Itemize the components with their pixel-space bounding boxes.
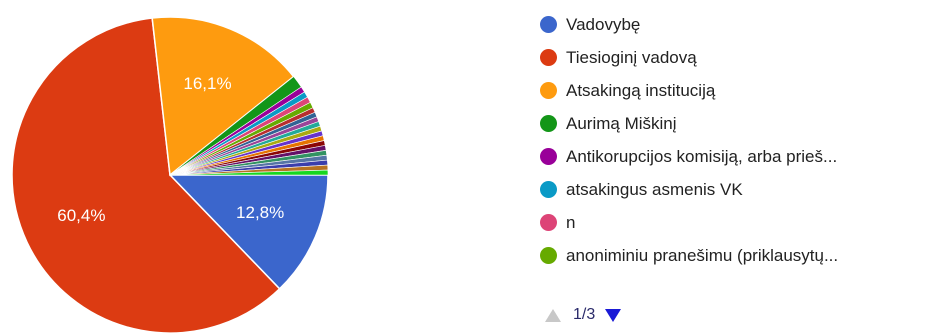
legend-item[interactable]: Tiesioginį vadovą	[540, 41, 838, 74]
legend-item[interactable]: Antikorupcijos komisiją, arba prieš...	[540, 140, 838, 173]
pie-slice[interactable]	[168, 174, 329, 290]
legend-color-dot	[540, 214, 557, 231]
legend-item[interactable]: Atsakingą instituciją	[540, 74, 838, 107]
legend-label: atsakingus asmenis VK	[566, 179, 743, 199]
legend-label: Antikorupcijos komisiją, arba prieš...	[566, 146, 838, 166]
chart-legend: Vadovybę Tiesioginį vadovą Atsakingą insti…	[540, 8, 838, 272]
legend-label: Atsakingą instituciją	[566, 80, 716, 100]
legend-color-dot	[540, 16, 557, 33]
legend-color-dot	[540, 148, 557, 165]
legend-color-dot	[540, 82, 557, 99]
legend-label: Tiesioginį vadovą	[566, 47, 697, 67]
legend-label: anoniminiu pranešimu (priklausytų...	[566, 245, 839, 265]
legend-item[interactable]: n	[540, 206, 838, 239]
legend-label: Aurimą Miškinį	[566, 113, 677, 133]
pie-slice[interactable]	[151, 16, 295, 177]
legend-item[interactable]: Aurimą Miškinį	[540, 107, 838, 140]
slice-value-label: 12,8%	[236, 203, 284, 222]
legend-color-dot	[540, 49, 557, 66]
legend-color-dot	[540, 247, 557, 264]
legend-color-dot	[540, 115, 557, 132]
legend-label: n	[566, 212, 576, 232]
slice-value-label: 60,4%	[57, 206, 105, 225]
legend-item[interactable]: Vadovybę	[540, 8, 838, 41]
legend-pager: 1/3	[545, 306, 622, 324]
legend-color-dot	[540, 181, 557, 198]
legend-item[interactable]: atsakingus asmenis VK	[540, 173, 838, 206]
legend-label: Vadovybę	[566, 14, 641, 34]
slice-value-label: 16,1%	[183, 74, 231, 93]
pie-slice[interactable]	[169, 169, 329, 176]
triangle-down-icon[interactable]	[605, 308, 622, 322]
legend-item[interactable]: anoniminiu pranešimu (priklausytų...	[540, 239, 838, 272]
legend-page-indicator: 1/3	[573, 306, 596, 323]
triangle-up-icon	[545, 308, 561, 322]
pie-slice[interactable]	[11, 17, 281, 334]
